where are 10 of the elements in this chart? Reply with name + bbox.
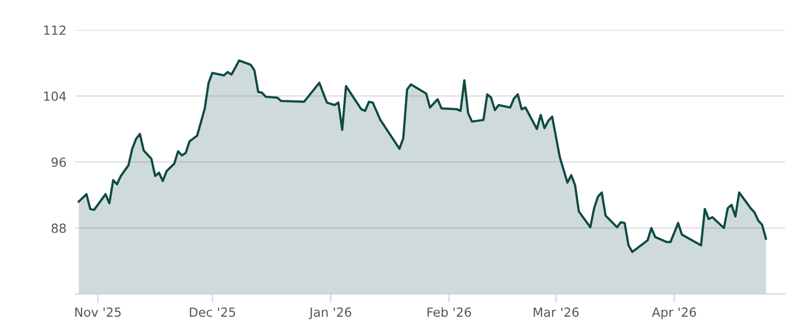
y-tick-label: 104 xyxy=(44,91,66,101)
y-tick-label: 88 xyxy=(52,223,66,233)
y-tick-label: 96 xyxy=(52,157,66,167)
x-tick-label: Dec '25 xyxy=(190,307,236,317)
x-tick-label: Mar '26 xyxy=(534,307,579,317)
x-tick-label: Feb '26 xyxy=(428,307,472,317)
y-tick-label: 112 xyxy=(44,25,66,35)
x-tick-label: Jan '26 xyxy=(308,307,352,320)
x-tick-label: Apr '26 xyxy=(652,307,696,320)
x-tick-label: Nov '25 xyxy=(75,307,121,317)
